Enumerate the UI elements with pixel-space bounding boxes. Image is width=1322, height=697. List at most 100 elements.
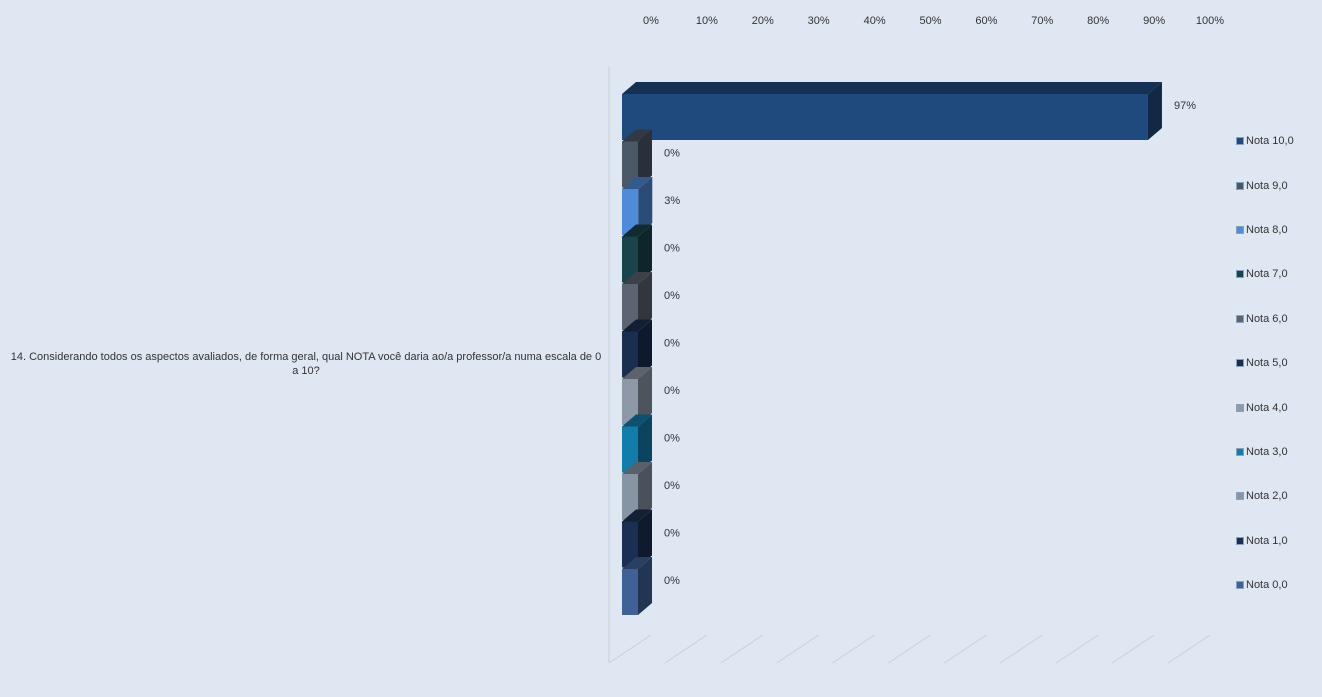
data-label: 97% xyxy=(1174,100,1196,112)
grid-line xyxy=(1167,634,1211,664)
legend-label: Nota 2,0 xyxy=(1246,490,1288,503)
legend-item: Nota 4,0 xyxy=(1236,385,1316,429)
bar-nota-6-0 xyxy=(622,272,652,330)
data-label: 0% xyxy=(664,480,680,492)
bar-side-face xyxy=(638,177,653,235)
bar-front-face xyxy=(622,189,639,235)
legend-item: Nota 6,0 xyxy=(1236,297,1316,341)
legend-item: Nota 1,0 xyxy=(1236,519,1316,563)
data-label: 0% xyxy=(664,528,680,540)
legend-label: Nota 3,0 xyxy=(1246,445,1288,458)
bar-nota-5-0 xyxy=(622,319,652,378)
bar-top-face xyxy=(622,224,652,237)
bar-front-face xyxy=(622,521,638,568)
legend-item: Nota 2,0 xyxy=(1236,474,1316,518)
legend-swatch xyxy=(1236,536,1244,545)
bar-top-face xyxy=(622,462,652,474)
data-label: 3% xyxy=(664,195,680,207)
legend-swatch xyxy=(1236,581,1244,590)
legend-label: Nota 8,0 xyxy=(1246,223,1288,236)
bar-nota-2-0 xyxy=(622,462,652,520)
legend-label: Nota 6,0 xyxy=(1246,312,1288,325)
x-tick-label: 70% xyxy=(1031,15,1053,27)
grid-line xyxy=(1055,634,1099,664)
legend-label: Nota 9,0 xyxy=(1246,179,1288,192)
data-label: 0% xyxy=(664,290,680,302)
x-tick-label: 100% xyxy=(1196,15,1224,27)
bar-front-face xyxy=(622,379,638,425)
data-label: 0% xyxy=(664,148,680,160)
bar-front-face xyxy=(622,236,638,283)
legend-swatch xyxy=(1236,181,1244,190)
grid-line xyxy=(720,634,764,664)
x-tick-label: 0% xyxy=(643,15,659,27)
bar-side-face xyxy=(638,129,652,188)
grid-line xyxy=(1000,634,1043,664)
bar-nota-0-0 xyxy=(622,557,652,615)
data-label: 0% xyxy=(664,433,680,445)
bar-top-face xyxy=(622,557,652,569)
bar-nota-7-0 xyxy=(622,224,652,283)
bar-top-face xyxy=(622,82,1162,94)
data-label: 0% xyxy=(664,243,680,255)
x-tick-label: 50% xyxy=(919,15,941,27)
bar-nota-10-0 xyxy=(622,82,1162,140)
legend-item: Nota 7,0 xyxy=(1236,252,1316,296)
legend-label: Nota 7,0 xyxy=(1246,268,1288,281)
bar-side-face xyxy=(1147,82,1162,140)
bar-top-face xyxy=(622,367,652,379)
bar-nota-9-0 xyxy=(622,129,652,188)
legend-label: Nota 0,0 xyxy=(1246,579,1288,592)
bar-nota-1-0 xyxy=(622,509,652,568)
bar-top-face xyxy=(622,177,653,189)
x-tick-label: 90% xyxy=(1143,15,1165,27)
legend-label: Nota 4,0 xyxy=(1246,401,1288,414)
legend-swatch xyxy=(1236,492,1244,501)
x-tick-label: 80% xyxy=(1087,15,1109,27)
grid-line xyxy=(664,634,708,664)
x-tick-label: 60% xyxy=(975,15,997,27)
legend-label: Nota 5,0 xyxy=(1246,357,1288,370)
bar-front-face xyxy=(622,331,638,378)
bar-nota-8-0 xyxy=(622,177,653,235)
bar-side-face xyxy=(638,272,652,330)
x-tick-label: 20% xyxy=(752,15,774,27)
data-label: 0% xyxy=(664,338,680,350)
grid-line xyxy=(776,634,819,664)
bar-front-face xyxy=(622,94,1148,140)
legend-swatch xyxy=(1236,403,1244,412)
bar-front-face xyxy=(622,426,638,473)
bar-top-face xyxy=(622,272,652,284)
bar-side-face xyxy=(638,367,652,425)
bar-front-face xyxy=(622,474,638,520)
grid-line xyxy=(888,634,931,664)
bar-top-face xyxy=(622,509,652,522)
bar-side-face xyxy=(638,414,652,473)
grid-line xyxy=(832,634,875,664)
bar-side-face xyxy=(638,557,652,615)
grid-line xyxy=(1111,634,1155,664)
bar-top-face xyxy=(622,129,652,142)
legend-item: Nota 8,0 xyxy=(1236,208,1316,252)
bar-nota-4-0 xyxy=(622,367,652,425)
bar-side-face xyxy=(638,462,652,520)
x-tick-label: 30% xyxy=(808,15,830,27)
legend-item: Nota 9,0 xyxy=(1236,163,1316,207)
legend-swatch xyxy=(1236,137,1244,146)
bar-front-face xyxy=(622,569,638,615)
legend-swatch xyxy=(1236,225,1244,234)
legend-item: Nota 0,0 xyxy=(1236,563,1316,607)
legend-swatch xyxy=(1236,359,1244,368)
legend-item: Nota 5,0 xyxy=(1236,341,1316,385)
bar-front-face xyxy=(622,284,638,330)
bar-top-face xyxy=(622,319,652,332)
legend-swatch xyxy=(1236,270,1244,279)
bar-side-face xyxy=(638,509,652,568)
legend-item: Nota 3,0 xyxy=(1236,430,1316,474)
grid-line xyxy=(608,634,652,664)
bar-nota-3-0 xyxy=(622,414,652,473)
legend-label: Nota 10,0 xyxy=(1246,135,1294,148)
x-tick-label: 10% xyxy=(696,15,718,27)
